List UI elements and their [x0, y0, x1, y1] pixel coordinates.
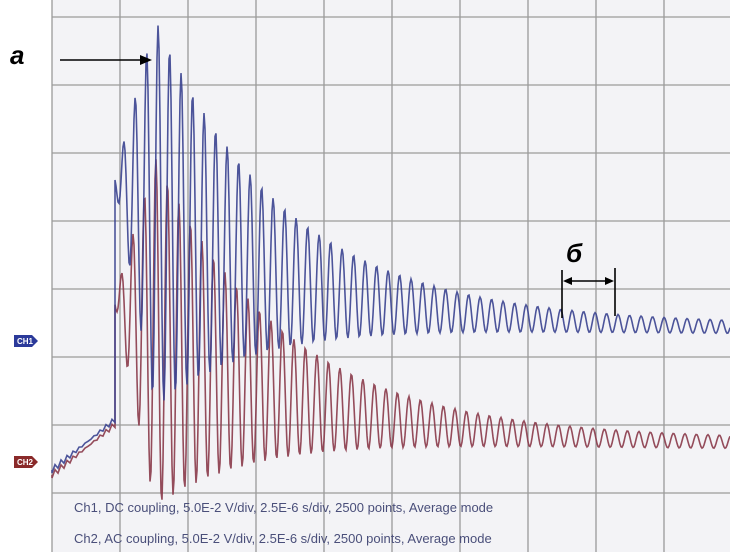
ch1-marker: CH1	[14, 335, 38, 347]
ch2-marker: CH2	[14, 456, 38, 468]
ch1-status: Ch1, DC coupling, 5.0E-2 V/div, 2.5E-6 s…	[74, 500, 493, 515]
scope-screen: CH1 CH2 а б Ch1, DC coupling, 5.0E-2 V/d…	[0, 0, 730, 560]
annotation-a: а	[10, 40, 24, 70]
ch2-label: CH2	[17, 458, 34, 467]
ch1-label: CH1	[17, 337, 34, 346]
annotation-b: б	[566, 238, 583, 268]
ch2-status: Ch2, AC coupling, 5.0E-2 V/div, 2.5E-6 s…	[74, 531, 492, 546]
